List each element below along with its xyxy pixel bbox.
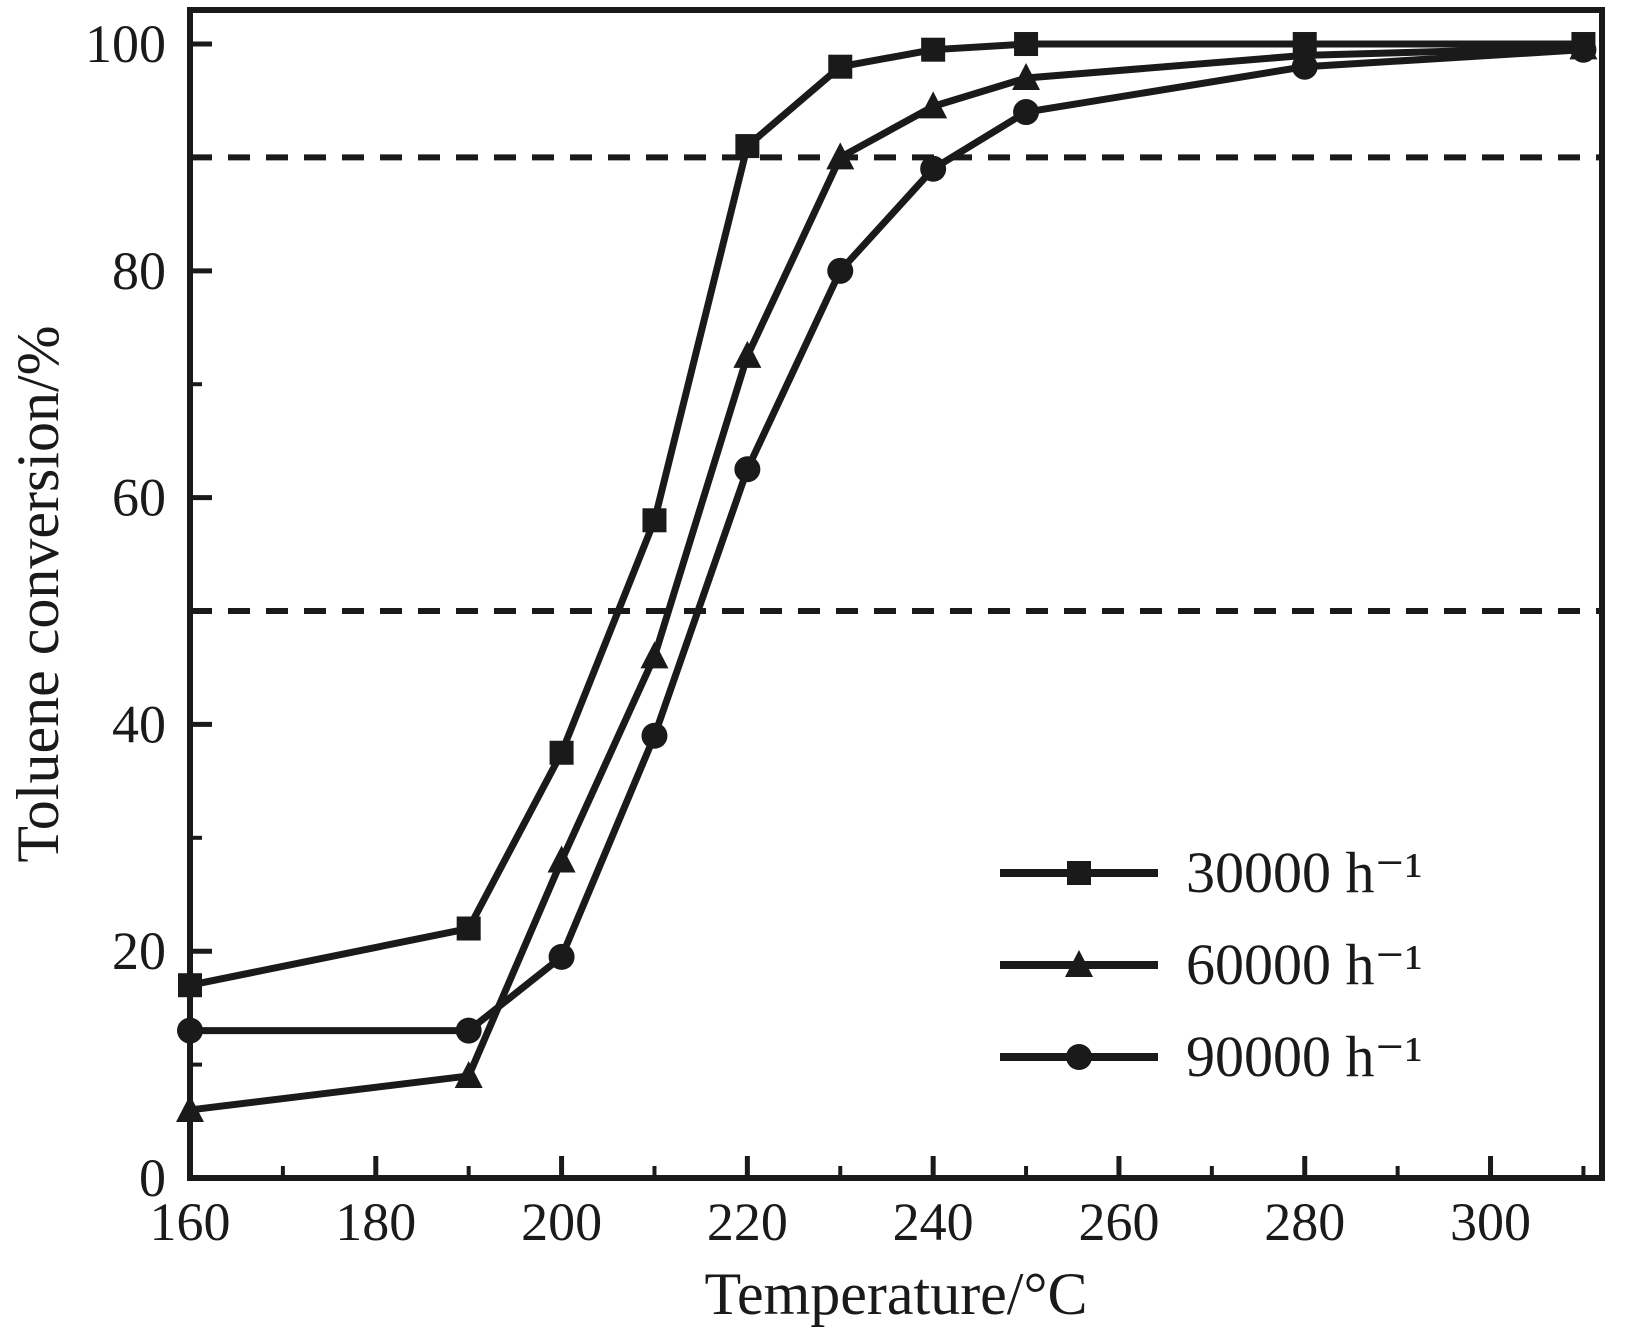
series-line	[186, 40, 1587, 989]
data-point-marker	[1014, 32, 1039, 57]
data-point-marker	[642, 508, 667, 533]
data-point-marker	[454, 1060, 483, 1088]
y-axis-tick-label: 80	[112, 241, 166, 301]
data-point-marker	[1013, 99, 1040, 126]
data-point-marker	[641, 722, 668, 749]
axis-frame	[187, 7, 1605, 1181]
y-axis-label: Toluene conversion/%	[5, 325, 71, 862]
data-point-marker	[735, 134, 760, 159]
data-point-marker	[734, 456, 761, 483]
y-axis-tick-label: 0	[139, 1148, 166, 1208]
data-point-marker	[1291, 53, 1318, 80]
data-point-marker	[733, 340, 762, 368]
x-axis-tick-label: 160	[150, 1192, 231, 1252]
data-point-marker	[920, 155, 947, 182]
y-axis-tick-label: 60	[112, 468, 166, 528]
legend: 30000 h⁻¹ 60000 h⁻¹ 90000 h⁻¹	[1000, 840, 1423, 1089]
data-point-marker	[826, 142, 855, 170]
y-axis-tick-label: 40	[112, 694, 166, 754]
y-axis-tick-label: 20	[112, 921, 166, 981]
y-axis-tick-label: 100	[85, 14, 166, 74]
data-point-marker	[178, 973, 202, 998]
series-line	[186, 46, 1587, 1035]
legend-label: 60000 h⁻¹	[1186, 932, 1423, 997]
x-axis-tick-label: 260	[1078, 1192, 1159, 1252]
data-point-marker	[456, 916, 481, 941]
data-point-marker	[548, 943, 575, 970]
legend-entry-3: 90000 h⁻¹	[1000, 1024, 1423, 1089]
legend-label: 90000 h⁻¹	[1186, 1024, 1423, 1089]
data-point-marker	[921, 37, 946, 62]
data-point-marker	[827, 257, 854, 284]
legend-marker-square	[1067, 861, 1091, 885]
data-point-marker	[1570, 36, 1597, 63]
x-axis-tick-label: 200	[521, 1192, 602, 1252]
legend-entry-2: 60000 h⁻¹	[1000, 932, 1423, 997]
data-point-marker	[1012, 63, 1041, 91]
data-point-marker	[176, 1094, 204, 1122]
data-point-marker	[919, 91, 948, 119]
plot-area: 160 180 200 220 240 260 280 300 0 20 40 60 80 100 3000…	[85, 7, 1605, 1252]
x-axis-tick-label: 280	[1264, 1192, 1345, 1252]
x-axis-tick-label: 220	[707, 1192, 788, 1252]
x-axis-tick-label: 300	[1450, 1192, 1531, 1252]
x-axis-label: Temperature/°C	[705, 1261, 1088, 1327]
data-point-marker	[640, 641, 669, 669]
series-line	[186, 43, 1587, 1114]
x-axis-tick-label: 240	[893, 1192, 974, 1252]
data-point-marker	[455, 1017, 482, 1044]
legend-label: 30000 h⁻¹	[1186, 840, 1423, 905]
legend-entry-1: 30000 h⁻¹	[1000, 840, 1423, 905]
data-point-marker	[549, 740, 574, 765]
series-3	[177, 36, 1597, 1044]
legend-marker-circle	[1066, 1044, 1092, 1070]
data-point-marker	[547, 845, 576, 873]
data-point-marker	[177, 1017, 203, 1044]
legend-marker-triangle	[1065, 950, 1093, 977]
data-point-marker	[828, 54, 853, 79]
x-axis-tick-label: 180	[335, 1192, 416, 1252]
